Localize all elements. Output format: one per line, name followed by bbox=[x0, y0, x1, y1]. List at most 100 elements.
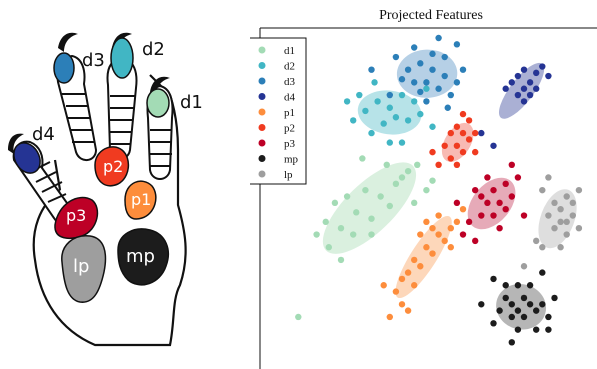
point-d3-14 bbox=[459, 66, 467, 73]
point-p3-6 bbox=[478, 212, 485, 219]
point-d2-2 bbox=[386, 104, 393, 111]
cluster-ellipse-d1 bbox=[322, 162, 417, 254]
pad-p3 bbox=[54, 196, 99, 239]
point-d2-3 bbox=[398, 91, 406, 99]
paw-label-d1: d1 bbox=[180, 92, 203, 113]
pad-lp bbox=[61, 235, 107, 303]
point-mp-13 bbox=[545, 313, 552, 321]
finger-d2 bbox=[106, 56, 138, 160]
point-d2-10 bbox=[356, 91, 363, 99]
point-mp-15 bbox=[514, 326, 522, 333]
claw-d3 bbox=[58, 32, 78, 52]
cluster-ellipse-d2 bbox=[357, 90, 422, 135]
scatter-points bbox=[295, 34, 583, 346]
point-lp-11 bbox=[539, 186, 546, 194]
legend-label-p3: p3 bbox=[284, 138, 296, 150]
point-mp-21 bbox=[490, 275, 497, 283]
point-p3-16 bbox=[472, 237, 479, 245]
point-d3-10 bbox=[453, 79, 461, 86]
point-p2-3 bbox=[465, 117, 473, 124]
point-d1-9 bbox=[398, 174, 406, 181]
point-d4-9 bbox=[533, 85, 540, 92]
point-d3-5 bbox=[411, 79, 418, 86]
legend-marker-p3 bbox=[258, 139, 266, 147]
point-p3-17 bbox=[508, 161, 515, 168]
point-d1-20 bbox=[295, 313, 302, 321]
point-p1-6 bbox=[411, 256, 418, 264]
legend-marker-d1 bbox=[258, 46, 266, 54]
point-d2-0 bbox=[362, 107, 369, 115]
point-d3-2 bbox=[429, 66, 436, 73]
point-p3-1 bbox=[484, 199, 491, 207]
cluster-ellipse-mp bbox=[496, 283, 547, 330]
point-p2-8 bbox=[465, 136, 473, 143]
point-d3-3 bbox=[441, 72, 448, 80]
point-mp-20 bbox=[539, 269, 546, 276]
point-p1-21 bbox=[459, 205, 467, 213]
paw-label-p1: p1 bbox=[131, 190, 151, 209]
point-d3-6 bbox=[435, 85, 442, 92]
projected-features-chart: Projected Features d1 d2 d3 d4 p1 p2 p3 mp lp bbox=[250, 8, 597, 369]
point-lp-13 bbox=[533, 237, 540, 245]
pad-d1 bbox=[146, 88, 170, 118]
point-d4-13 bbox=[490, 142, 497, 149]
point-d1-6 bbox=[377, 193, 384, 200]
point-p1-19 bbox=[447, 244, 454, 251]
point-d2-9 bbox=[404, 117, 412, 124]
point-p2-14 bbox=[472, 148, 479, 156]
point-p1-18 bbox=[417, 231, 424, 238]
point-d2-6 bbox=[380, 120, 387, 127]
legend-label-d2: d2 bbox=[284, 61, 295, 73]
point-d4-12 bbox=[520, 66, 528, 73]
point-d2-16 bbox=[343, 98, 351, 105]
point-lp-10 bbox=[563, 231, 570, 238]
cluster-ellipse-p3 bbox=[467, 177, 516, 230]
point-d2-7 bbox=[368, 129, 375, 137]
point-d1-10 bbox=[322, 218, 329, 226]
point-p3-5 bbox=[490, 212, 497, 219]
point-p3-15 bbox=[453, 199, 461, 207]
point-d2-5 bbox=[417, 110, 424, 118]
point-p1-7 bbox=[417, 263, 424, 270]
claw-d4 bbox=[8, 133, 24, 154]
point-d4-1 bbox=[514, 72, 522, 80]
point-lp-1 bbox=[557, 205, 564, 213]
point-d4-8 bbox=[526, 91, 534, 99]
legend-marker-p2 bbox=[258, 124, 266, 131]
point-p1-9 bbox=[429, 250, 436, 257]
point-lp-6 bbox=[569, 212, 576, 219]
point-lp-0 bbox=[551, 199, 558, 207]
point-p1-15 bbox=[404, 307, 412, 314]
point-d2-8 bbox=[392, 114, 400, 121]
point-d4-7 bbox=[520, 98, 528, 105]
legend-marker-d2 bbox=[258, 62, 266, 69]
point-d2-12 bbox=[386, 139, 393, 146]
pad-mp bbox=[117, 228, 170, 286]
point-d1-3 bbox=[362, 186, 369, 194]
point-p1-8 bbox=[423, 244, 430, 251]
point-d4-0 bbox=[508, 79, 515, 86]
point-d3-11 bbox=[417, 88, 424, 96]
point-lp-8 bbox=[545, 212, 552, 219]
cluster-ellipse-d3 bbox=[396, 49, 458, 98]
legend-label-p1: p1 bbox=[284, 107, 295, 119]
point-d1-7 bbox=[386, 202, 393, 210]
point-d1-15 bbox=[414, 161, 421, 168]
point-d3-13 bbox=[392, 53, 400, 61]
point-lp-16 bbox=[539, 244, 546, 251]
paw-label-p2: p2 bbox=[103, 157, 123, 176]
point-mp-4 bbox=[526, 301, 534, 308]
point-d3-15 bbox=[411, 44, 418, 51]
point-d2-4 bbox=[411, 98, 418, 105]
point-d3-4 bbox=[423, 79, 430, 86]
point-p1-2 bbox=[435, 231, 442, 238]
point-d4-3 bbox=[526, 79, 534, 86]
point-mp-1 bbox=[508, 301, 515, 308]
point-p2-6 bbox=[441, 142, 448, 149]
point-p1-3 bbox=[441, 237, 448, 245]
point-lp-4 bbox=[557, 218, 564, 226]
point-d3-7 bbox=[447, 91, 454, 99]
point-p3-12 bbox=[459, 231, 467, 238]
point-d4-14 bbox=[478, 129, 485, 137]
